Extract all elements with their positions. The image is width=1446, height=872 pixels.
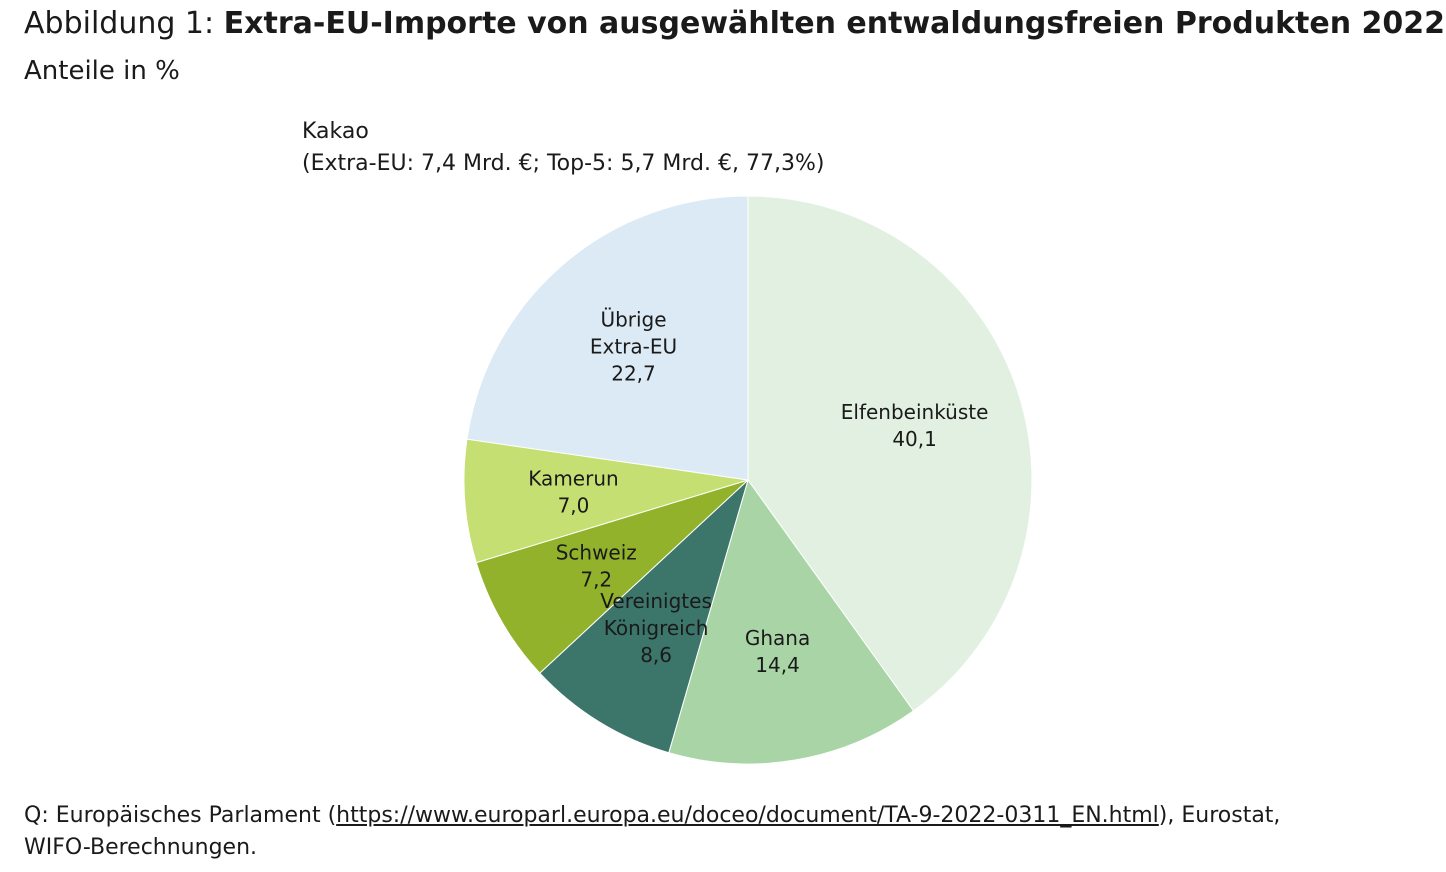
slice-vereinigtes-koenigreich	[539, 478, 749, 754]
slice-name: Kamerun	[528, 466, 618, 490]
chart-title: Kakao	[302, 119, 369, 144]
source-line-2: WIFO-Berechnungen.	[24, 835, 258, 860]
slice-label-kamerun: Kamerun 7,0	[528, 466, 618, 517]
source-note: Q: Europäisches Parlament (https://www.e…	[24, 800, 1434, 864]
pie-labels: Elfenbeinküste 40,1 Ghana 14,4 Vereinigtes Kö…	[528, 307, 988, 676]
figure-heading: Abbildung 1: Extra-EU-Importe von ausgew…	[24, 4, 1445, 44]
slice-elfenbeinkueste	[747, 195, 1033, 712]
figure-subtitle: Anteile in %	[24, 56, 180, 86]
figure-number: Abbildung 1:	[24, 6, 224, 41]
slice-label-ghana: Ghana 14,4	[745, 625, 810, 676]
source-prefix: Q: Europäisches Parlament (	[24, 803, 337, 828]
slice-value: 7,2	[580, 567, 612, 591]
slice-label-vereinigtes-koenigreich: Vereinigtes Königreich 8,6	[600, 588, 712, 666]
slice-uebrige-extra-eu	[466, 195, 749, 481]
slice-schweiz	[475, 479, 749, 674]
slice-value: 14,4	[755, 652, 800, 676]
slice-label-schweiz: Schweiz 7,2	[556, 540, 637, 591]
slice-value: 40,1	[892, 426, 937, 450]
source-suffix: ), Eurostat,	[1158, 803, 1281, 828]
slice-label-uebrige-extra-eu: Übrige Extra-EU 22,7	[590, 307, 677, 385]
chart-label: Kakao (Extra-EU: 7,4 Mrd. €; Top-5: 5,7 …	[302, 116, 824, 180]
slice-ghana	[668, 478, 915, 765]
slice-name: Extra-EU	[590, 334, 677, 358]
slice-name: Übrige	[600, 307, 666, 331]
slice-name: Schweiz	[556, 540, 637, 564]
chart-subtitle: (Extra-EU: 7,4 Mrd. €; Top-5: 5,7 Mrd. €…	[302, 151, 825, 176]
source-link[interactable]: https://www.europarl.europa.eu/doceo/doc…	[336, 803, 1159, 828]
figure-title: Extra-EU-Importe von ausgewählten entwal…	[223, 6, 1446, 41]
slice-name: Vereinigtes	[600, 588, 712, 612]
slice-value: 22,7	[611, 361, 656, 385]
slice-name: Königreich	[604, 615, 709, 639]
slice-label-elfenbeinkueste: Elfenbeinküste 40,1	[841, 399, 989, 450]
slice-value: 8,6	[640, 642, 672, 666]
slice-value: 7,0	[558, 493, 590, 517]
pie-slices	[463, 195, 1033, 765]
slice-name: Ghana	[745, 625, 810, 649]
slice-name: Elfenbeinküste	[841, 399, 989, 423]
